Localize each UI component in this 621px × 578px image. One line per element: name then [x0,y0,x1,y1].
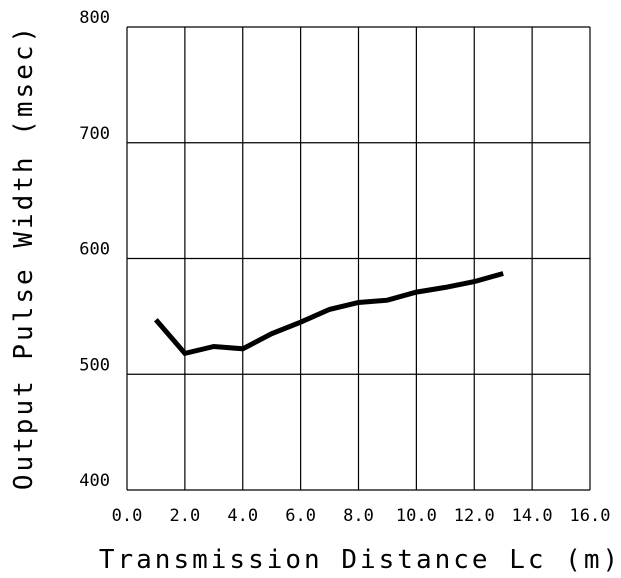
x-tick-label: 10.0 [396,506,437,526]
x-tick-label: 2.0 [170,506,201,526]
y-tick-label: 700 [79,124,110,144]
x-tick-label: 0.0 [112,506,143,526]
x-axis-title: Transmission Distance Lc (m) [99,545,621,575]
x-tick-label: 4.0 [227,506,258,526]
y-tick-label: 800 [79,8,110,28]
y-tick-label: 400 [79,471,110,491]
x-tick-labels: 0.0 2.0 4.0 6.0 8.0 10.0 12.0 14.0 16.0 [112,506,611,526]
x-tick-label: 6.0 [285,506,316,526]
x-tick-label: 16.0 [570,506,611,526]
chart-grid [126,26,591,491]
y-tick-labels: 400 500 600 700 800 [79,8,110,491]
y-axis-title: Output Pulse Width (msec) [9,24,39,490]
x-tick-label: 12.0 [454,506,495,526]
y-tick-label: 600 [79,240,110,260]
series-line [154,271,504,357]
y-tick-label: 500 [79,355,110,375]
x-tick-label: 8.0 [343,506,374,526]
x-tick-label: 14.0 [512,506,553,526]
series-layer [154,271,504,357]
